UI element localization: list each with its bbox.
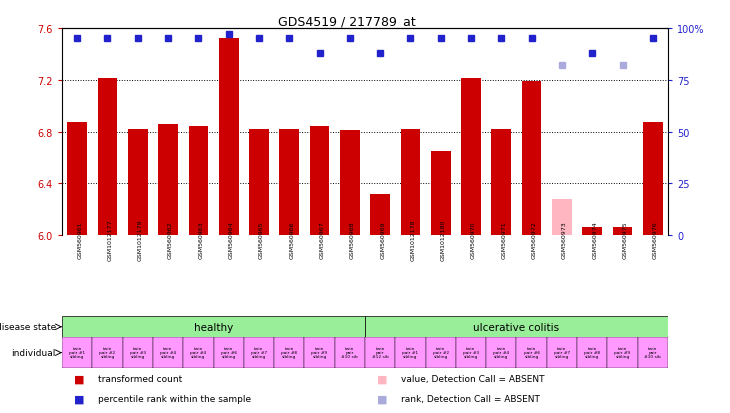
Bar [370, 194, 390, 235]
Text: GSM1012178: GSM1012178 [410, 219, 415, 260]
Bar [304, 337, 335, 368]
Bar [426, 337, 456, 368]
Text: twin
pair #2
sibling: twin pair #2 sibling [99, 346, 115, 358]
Bar [67, 123, 87, 235]
Text: twin
pair #4
sibling: twin pair #4 sibling [493, 346, 510, 358]
Text: GSM560972: GSM560972 [531, 221, 537, 259]
Text: value, Detection Call = ABSENT: value, Detection Call = ABSENT [402, 374, 545, 383]
Text: twin
pair #1
sibling: twin pair #1 sibling [402, 346, 418, 358]
Text: GSM560962: GSM560962 [168, 221, 173, 258]
Bar [547, 337, 577, 368]
Text: twin
pair #3
sibling: twin pair #3 sibling [463, 346, 479, 358]
Bar [310, 127, 329, 235]
Bar [214, 337, 244, 368]
Text: GSM560976: GSM560976 [653, 221, 658, 258]
Text: GSM560970: GSM560970 [471, 221, 476, 258]
Text: twin
pair #4
sibling: twin pair #4 sibling [191, 346, 207, 358]
Text: twin
pair #9
sibling: twin pair #9 sibling [615, 346, 631, 358]
Bar [128, 130, 147, 235]
Bar [249, 130, 269, 235]
Text: GSM1012177: GSM1012177 [107, 219, 112, 260]
Text: GSM560961: GSM560961 [77, 221, 82, 258]
Bar [158, 124, 178, 235]
Text: GSM560967: GSM560967 [320, 221, 325, 258]
Text: rank, Detection Call = ABSENT: rank, Detection Call = ABSENT [402, 394, 540, 403]
Bar [517, 337, 547, 368]
Text: GSM1012179: GSM1012179 [138, 219, 143, 260]
Bar [461, 79, 481, 235]
Bar [244, 337, 274, 368]
Text: GSM560973: GSM560973 [562, 221, 567, 259]
Bar [123, 337, 153, 368]
Bar [98, 79, 118, 235]
Text: twin
pair #6
sibling: twin pair #6 sibling [220, 346, 237, 358]
Text: healthy: healthy [194, 322, 233, 332]
Text: twin
pair #8
sibling: twin pair #8 sibling [281, 346, 297, 358]
Text: GSM560975: GSM560975 [623, 221, 628, 258]
Text: ■: ■ [74, 394, 85, 404]
Bar [93, 337, 123, 368]
Bar [486, 337, 517, 368]
Bar [401, 130, 420, 235]
Bar [365, 317, 668, 337]
Text: twin
pair #3
sibling: twin pair #3 sibling [130, 346, 146, 358]
Bar [219, 39, 239, 235]
Text: GSM1012180: GSM1012180 [441, 219, 446, 260]
Bar [577, 337, 607, 368]
Text: GSM560969: GSM560969 [380, 221, 385, 258]
Title: GDS4519 / 217789_at: GDS4519 / 217789_at [278, 15, 415, 28]
Text: twin
pair #6
sibling: twin pair #6 sibling [523, 346, 539, 358]
Text: twin
pair #8
sibling: twin pair #8 sibling [584, 346, 600, 358]
Bar [456, 337, 486, 368]
Text: twin
pair
#10 sib: twin pair #10 sib [645, 346, 661, 358]
Bar [607, 337, 638, 368]
Text: twin
pair #4
sibling: twin pair #4 sibling [160, 346, 176, 358]
Bar [62, 317, 365, 337]
Bar [365, 337, 396, 368]
Text: twin
pair #7
sibling: twin pair #7 sibling [554, 346, 570, 358]
Bar [583, 228, 602, 235]
Text: transformed count: transformed count [99, 374, 182, 383]
Text: GSM560965: GSM560965 [259, 221, 264, 258]
Text: GSM560974: GSM560974 [592, 221, 597, 259]
Text: twin
pair #1
sibling: twin pair #1 sibling [69, 346, 85, 358]
Bar [522, 82, 542, 235]
Bar [552, 199, 572, 235]
Text: GSM560963: GSM560963 [199, 221, 204, 258]
Text: individual: individual [12, 348, 56, 357]
Text: GSM560968: GSM560968 [350, 221, 355, 258]
Text: ■: ■ [377, 373, 388, 383]
Text: ■: ■ [74, 373, 85, 383]
Bar [183, 337, 214, 368]
Bar [612, 228, 632, 235]
Text: GSM560971: GSM560971 [502, 221, 507, 258]
Text: twin
pair
#12 sib: twin pair #12 sib [372, 346, 388, 358]
Bar [335, 337, 365, 368]
Text: percentile rank within the sample: percentile rank within the sample [99, 394, 252, 403]
Text: twin
pair #7
sibling: twin pair #7 sibling [251, 346, 267, 358]
Bar [280, 130, 299, 235]
Bar [62, 337, 93, 368]
Text: ulcerative colitis: ulcerative colitis [474, 322, 559, 332]
Bar [431, 152, 450, 235]
Bar [491, 130, 511, 235]
Text: ■: ■ [377, 394, 388, 404]
Text: twin
pair #2
sibling: twin pair #2 sibling [433, 346, 449, 358]
Bar [153, 337, 183, 368]
Text: twin
pair #9
sibling: twin pair #9 sibling [312, 346, 328, 358]
Bar [340, 131, 360, 235]
Bar [396, 337, 426, 368]
Text: disease state: disease state [0, 323, 56, 332]
Text: twin
pair
#10 sib: twin pair #10 sib [342, 346, 358, 358]
Text: GSM560966: GSM560966 [289, 221, 294, 258]
Bar [643, 123, 663, 235]
Bar [638, 337, 668, 368]
Text: GSM560964: GSM560964 [228, 221, 234, 258]
Bar [188, 127, 208, 235]
Bar [274, 337, 304, 368]
